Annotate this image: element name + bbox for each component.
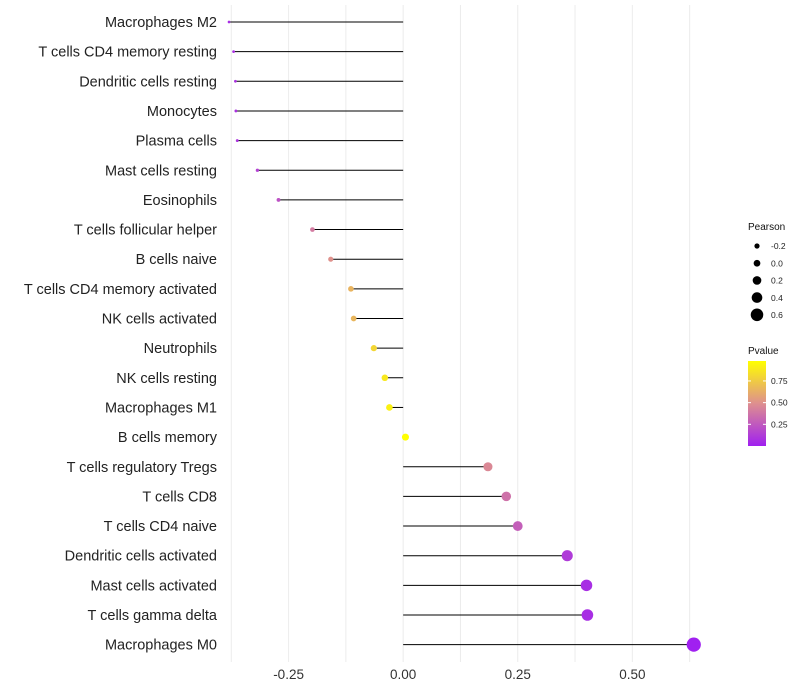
category-label: T cells CD4 memory resting xyxy=(38,45,217,61)
category-label: NK cells resting xyxy=(116,371,217,387)
lollipop-point xyxy=(235,139,239,143)
lollipop-point xyxy=(232,50,235,54)
size-legend-label: 0.6 xyxy=(771,310,783,320)
lollipop-point xyxy=(348,286,354,292)
pvalue-color-legend: Pvalue 0.75 0.50 0.25 xyxy=(748,346,788,446)
category-label: NK cells activated xyxy=(102,312,217,328)
lollipop-point xyxy=(370,345,377,352)
grid-lines xyxy=(230,5,691,662)
category-label: B cells memory xyxy=(118,430,218,446)
category-label: T cells gamma delta xyxy=(88,608,218,624)
colorbar-label: 0.50 xyxy=(771,398,788,408)
x-tick-label: -0.25 xyxy=(273,667,304,682)
lollipop-point xyxy=(386,404,393,411)
category-label: T cells CD4 memory activated xyxy=(24,282,217,298)
category-label: T cells follicular helper xyxy=(74,223,217,239)
pearson-size-legend: Pearson -0.2 0.0 0.2 0.4 0.6 xyxy=(748,222,786,322)
lollipop-segments xyxy=(229,21,694,646)
size-legend-label: 0.0 xyxy=(771,258,783,268)
category-label: Macrophages M0 xyxy=(105,638,217,654)
lollipop-point xyxy=(401,433,409,441)
lollipop-point xyxy=(561,550,573,562)
lollipop-point xyxy=(512,521,523,531)
lollipop-points xyxy=(227,20,701,652)
lollipop-point xyxy=(328,256,334,262)
lollipop-point xyxy=(234,79,237,83)
size-legend-label: -0.2 xyxy=(771,241,786,251)
x-tick-label: 0.50 xyxy=(619,667,645,682)
lollipop-point xyxy=(234,109,238,113)
x-axis-ticks: -0.25 0.00 0.25 0.50 xyxy=(273,667,645,682)
category-label: Dendritic cells activated xyxy=(65,549,217,565)
pvalue-legend-title: Pvalue xyxy=(748,346,779,357)
lollipop-point xyxy=(686,637,701,652)
size-legend-dot xyxy=(751,292,763,303)
category-label: Macrophages M2 xyxy=(105,15,217,31)
size-legend-dot xyxy=(753,259,761,267)
category-label: T cells CD4 naive xyxy=(104,519,217,535)
x-tick-label: 0.00 xyxy=(390,667,416,682)
pearson-legend-title: Pearson xyxy=(748,222,785,233)
lollipop-point xyxy=(276,197,281,202)
colorbar-label: 0.75 xyxy=(771,376,788,386)
lollipop-point xyxy=(255,168,260,172)
category-label: T cells regulatory Tregs xyxy=(67,460,217,476)
size-legend-dot xyxy=(754,243,760,249)
size-legend-dot xyxy=(750,308,764,322)
category-label: Eosinophils xyxy=(143,193,217,209)
size-legend-label: 0.2 xyxy=(771,276,783,286)
category-label: B cells naive xyxy=(136,252,217,268)
x-tick-label: 0.25 xyxy=(505,667,531,682)
category-label: Mast cells activated xyxy=(90,578,217,594)
lollipop-point xyxy=(310,227,315,232)
category-label: Macrophages M1 xyxy=(105,400,217,416)
lollipop-point xyxy=(227,20,231,24)
category-label: T cells CD8 xyxy=(142,489,217,505)
lollipop-point xyxy=(580,579,593,592)
category-label: Neutrophils xyxy=(144,341,217,357)
lollipop-point xyxy=(350,315,357,322)
category-label: Mast cells resting xyxy=(105,163,217,179)
colorbar-label: 0.25 xyxy=(771,419,788,429)
category-labels: Macrophages M2 T cells CD4 memory resting… xyxy=(24,15,218,654)
pvalue-colorbar xyxy=(748,361,766,446)
lollipop-point xyxy=(501,491,512,502)
category-label: Plasma cells xyxy=(136,134,217,150)
category-label: Monocytes xyxy=(147,104,217,120)
lollipop-point xyxy=(581,609,594,621)
category-label: Dendritic cells resting xyxy=(79,74,217,90)
size-legend-dot xyxy=(752,276,762,285)
lollipop-point xyxy=(483,462,493,472)
lollipop-point xyxy=(381,374,389,382)
size-legend-label: 0.4 xyxy=(771,293,783,303)
